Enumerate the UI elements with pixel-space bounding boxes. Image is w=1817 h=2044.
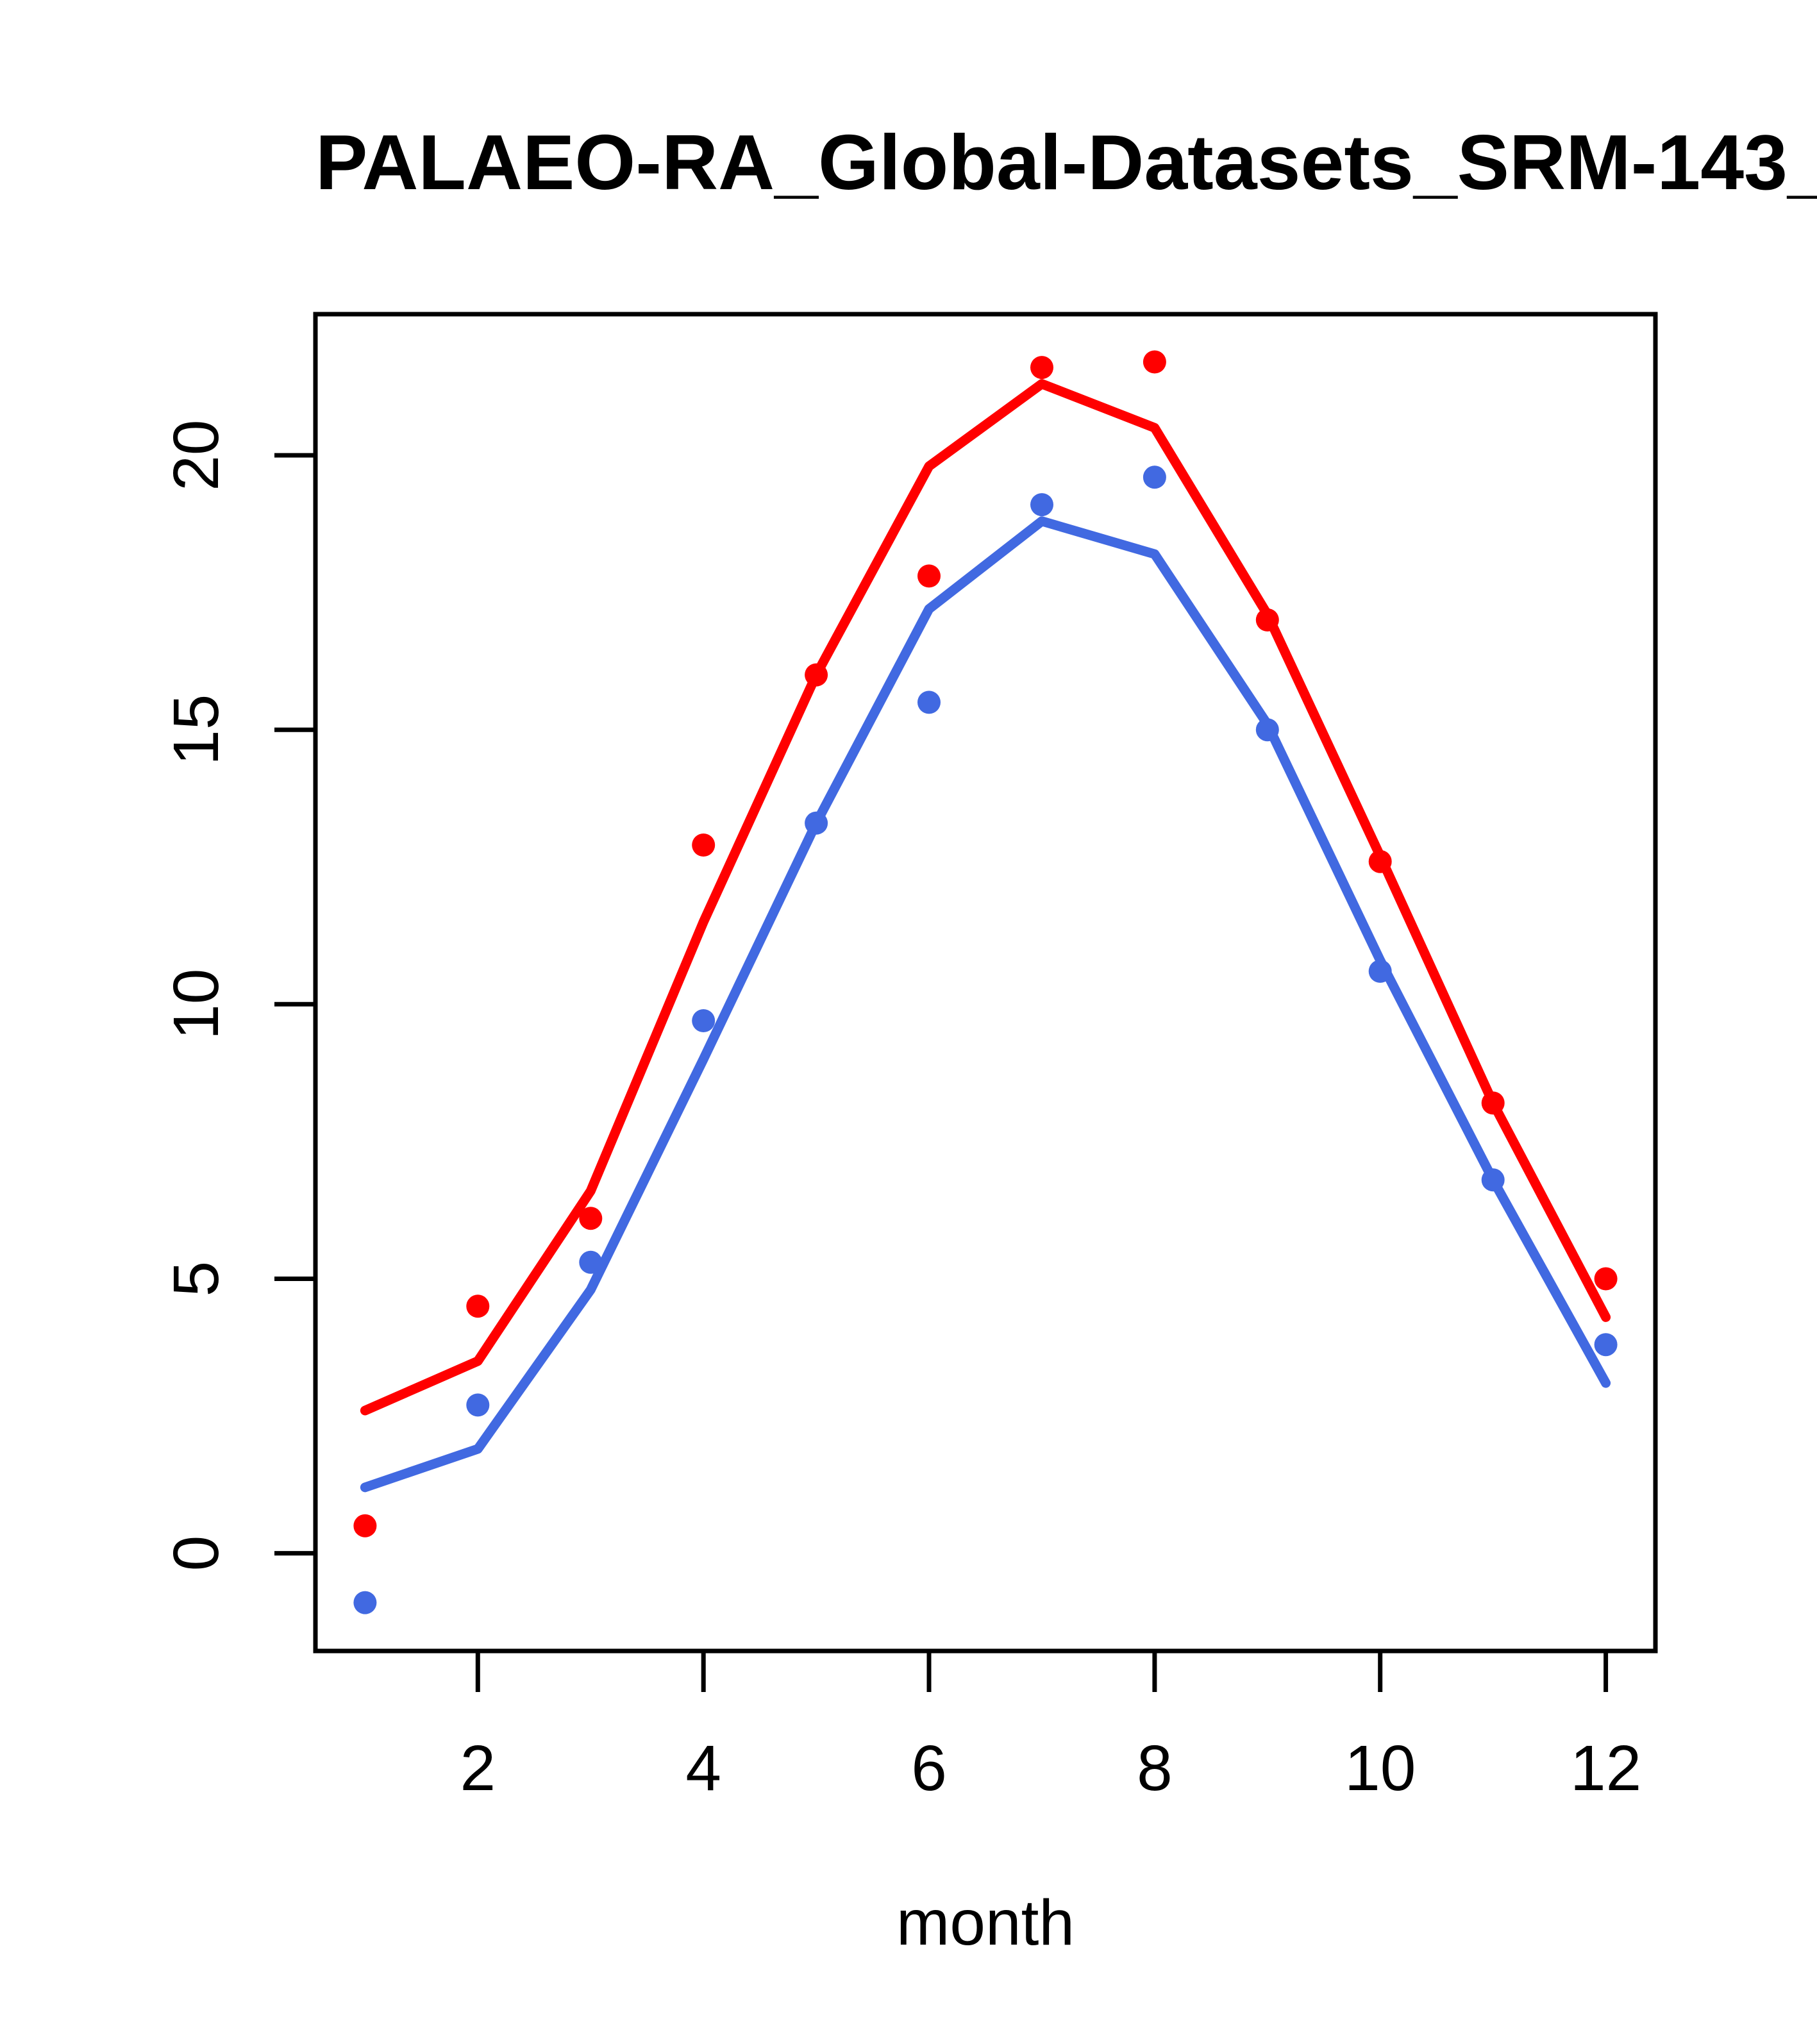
blue-data-point [1594,1333,1618,1357]
y-tick-label: 20 [160,419,232,490]
blue-data-point [1481,1168,1505,1192]
red-data-point [466,1294,490,1318]
blue-data-point [917,691,941,714]
red-data-point [353,1514,377,1537]
blue-data-point [466,1393,490,1417]
red-data-point [1255,608,1279,632]
chart-title: PALAEO-RA_Global-Datasets_SRM-143_ta [315,119,1817,206]
x-tick-label: 4 [685,1732,721,1804]
x-tick-label: 2 [460,1732,496,1804]
blue-data-point [1143,465,1166,489]
red-data-point [579,1207,603,1230]
red-data-point [1594,1267,1618,1291]
blue-data-point [579,1250,603,1274]
blue-data-point [1368,959,1392,983]
red-data-point [1030,356,1053,380]
red-data-point [1368,850,1392,873]
x-axis-label: month [896,1887,1075,1959]
y-tick-label: 10 [160,969,232,1040]
blue-data-point [353,1591,377,1614]
x-tick-label: 12 [1570,1732,1641,1804]
blue-model-line [360,516,1611,1493]
red-data-point [1143,350,1166,374]
red-data-point [805,663,828,687]
y-tick-label: 5 [160,1261,232,1297]
blue-data-point [1030,493,1053,517]
blue-data-point [692,1009,716,1032]
y-tick-label: 0 [160,1536,232,1571]
x-tick-label: 8 [1137,1732,1173,1804]
y-tick-label: 15 [160,694,232,766]
blue-data-point [1255,718,1279,742]
x-tick-label: 6 [911,1732,947,1804]
red-model-line [360,379,1611,1416]
plot-border [313,312,1658,1654]
blue-data-point [805,811,828,835]
red-data-point [692,834,716,857]
red-data-point [1481,1091,1505,1115]
x-tick-label: 10 [1344,1732,1416,1804]
red-data-point [917,564,941,588]
